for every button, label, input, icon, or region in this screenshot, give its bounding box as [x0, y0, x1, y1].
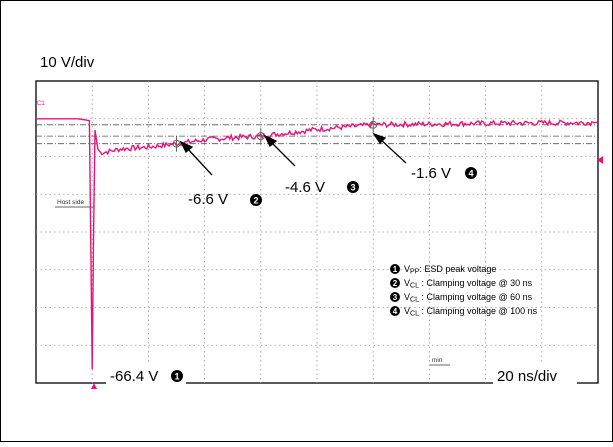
measurement-marker	[256, 128, 265, 145]
legend-marker-circle	[390, 264, 400, 274]
annotation-value-1: -66.4 V	[110, 368, 158, 385]
legend-entry: VCL : Clamping voltage @ 60 ns	[404, 292, 533, 304]
legend-marker-number: 4	[393, 307, 398, 316]
legend-marker-number: 1	[393, 265, 398, 274]
time-per-div-label: 20 ns/div	[497, 368, 558, 385]
annotation-marker-4-circle	[465, 167, 477, 179]
annotation-marker-4-number: 4	[468, 169, 473, 179]
legend-entry: VPP: ESD peak voltage	[404, 264, 496, 276]
legend-entry: VCL : Clamping voltage @ 100 ns	[404, 306, 538, 318]
annotation-marker-2-number: 2	[253, 196, 258, 206]
arrow-2	[185, 146, 213, 176]
min-label: min	[432, 357, 443, 364]
volts-per-div-label: 10 V/div	[40, 54, 95, 71]
measurement-marker	[172, 135, 181, 152]
legend-marker-number: 2	[393, 279, 398, 288]
signal-trace	[36, 118, 598, 370]
annotation-marker-3-number: 3	[350, 183, 355, 193]
legend-marker-circle	[390, 278, 400, 288]
measurement-marker	[369, 116, 378, 133]
arrow-4	[378, 137, 407, 164]
annotation-marker-1-number: 1	[174, 372, 179, 382]
measurement-markers	[172, 116, 378, 152]
annotation-marker-2-circle	[250, 194, 262, 206]
peak-label-backing	[106, 364, 186, 386]
legend-marker-number: 3	[393, 293, 398, 302]
host-side-label: Host side	[57, 199, 84, 206]
annotation-marker-4: 4	[465, 167, 477, 179]
arrow-2-head	[179, 140, 194, 154]
annotation-arrows	[179, 132, 407, 176]
annotation-value-4: -1.6 V	[411, 165, 451, 182]
legend-marker-circle	[390, 306, 400, 316]
time-label-backing	[493, 364, 577, 386]
trigger-time-marker	[91, 383, 97, 389]
annotation-marker-2: 2	[250, 194, 262, 206]
reference-lines	[36, 124, 598, 145]
legend-marker-circle	[390, 292, 400, 302]
arrow-4-head	[372, 132, 387, 145]
ch1-label: C1	[37, 101, 45, 107]
annotation-value-2: -6.6 V	[188, 191, 228, 208]
annotation-marker-3: 3	[347, 181, 359, 193]
annotation-marker-1: 1	[171, 370, 183, 382]
annotation-marker-1-circle	[171, 370, 183, 382]
annotation-value-3: -4.6 V	[285, 179, 325, 196]
arrow-3-head	[263, 134, 278, 148]
arrow-3	[269, 140, 296, 167]
legend: 1 VPP: ESD peak voltage 2 VCL : Clamping vo…	[390, 264, 538, 318]
annotation-marker-3-circle	[347, 181, 359, 193]
trigger-level-marker	[597, 156, 603, 164]
legend-entry: VCL : Clamping voltage @ 30 ns	[404, 278, 533, 290]
